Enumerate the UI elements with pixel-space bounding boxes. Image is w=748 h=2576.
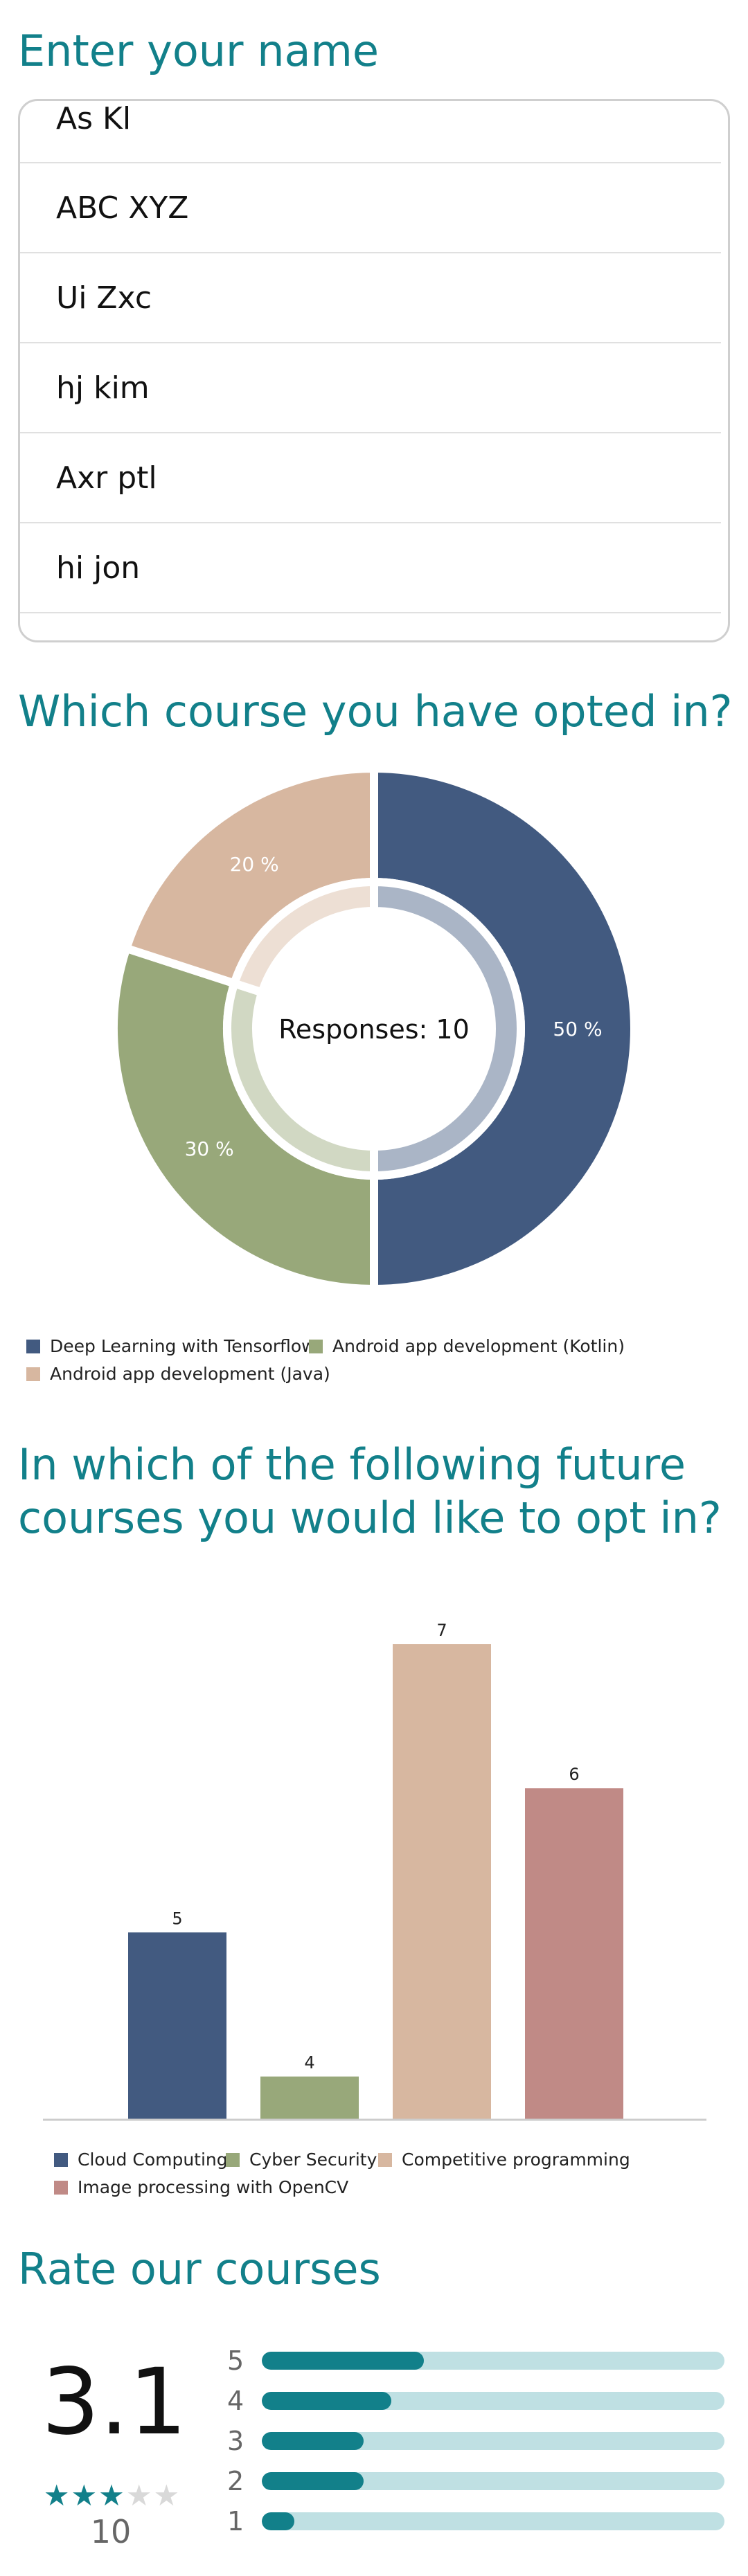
name-section-title: Enter your name	[18, 26, 380, 76]
list-item: Ui Zxc	[20, 253, 721, 343]
legend-item: Cyber Security	[226, 2150, 377, 2170]
legend-swatch	[226, 2152, 240, 2167]
star-filled-icon: ★	[98, 2479, 126, 2512]
list-item: hi jon	[20, 523, 721, 613]
legend-label: Image processing with OpenCV	[78, 2177, 349, 2197]
legend-item: Image processing with OpenCV	[54, 2177, 348, 2197]
legend-label: Android app development (Java)	[50, 1364, 330, 1384]
course-legend: Deep Learning with Tensorflow Android ap…	[26, 1336, 719, 1391]
legend-label: Android app development (Kotlin)	[332, 1336, 625, 1356]
legend-item: Android app development (Kotlin)	[309, 1336, 625, 1356]
list-item: hj kim	[20, 343, 721, 433]
list-item: As Kl	[20, 101, 721, 163]
legend-label: Cloud Computing	[78, 2150, 228, 2170]
rating-row: 5	[227, 2345, 726, 2376]
rating-bar-track	[262, 2432, 724, 2450]
rating-level-label: 5	[227, 2345, 244, 2376]
donut-value-label: 30 %	[185, 1137, 234, 1160]
course-donut-chart: Responses: 10 50 % 30 % 20 %	[109, 764, 639, 1294]
star-empty-icon: ★	[125, 2479, 154, 2512]
rating-row: 4	[227, 2386, 726, 2416]
future-courses-bar-chart: 5 4 7 6	[43, 1621, 706, 2121]
rating-section-title: Rate our courses	[18, 2244, 381, 2294]
legend-item: Competitive programming	[378, 2150, 630, 2170]
star-filled-icon: ★	[71, 2479, 99, 2512]
rating-bar-fill	[262, 2352, 424, 2370]
rating-bar-track	[262, 2352, 724, 2370]
bar-value-label: 6	[569, 1765, 579, 1784]
rating-bar-track	[262, 2472, 724, 2490]
bar-value-label: 4	[304, 2053, 314, 2073]
legend-swatch	[54, 2152, 68, 2167]
legend-label: Deep Learning with Tensorflow	[50, 1336, 316, 1356]
donut-inner-ring	[229, 877, 378, 998]
rating-row: 2	[227, 2466, 726, 2496]
bar	[393, 1644, 491, 2120]
future-section-title-line1: In which of the following future	[18, 1439, 686, 1490]
rating-bar-fill	[262, 2512, 294, 2530]
rating-bar-track	[262, 2392, 724, 2410]
rating-stars: ★★★★★	[36, 2478, 188, 2512]
names-list[interactable]: As Kl ABC XYZ Ui Zxc hj kim Axr ptl hi j…	[18, 99, 730, 642]
rating-level-label: 2	[227, 2466, 244, 2496]
rating-row: 1	[227, 2506, 726, 2537]
legend-swatch	[309, 1339, 323, 1353]
donut-hole	[256, 911, 492, 1146]
legend-swatch	[26, 1367, 40, 1381]
rating-bar-fill	[262, 2432, 364, 2450]
donut-center-label: Responses: 10	[278, 1014, 470, 1045]
bar	[260, 2076, 359, 2120]
legend-swatch	[54, 2180, 68, 2195]
course-section-title: Which course you have opted in?	[18, 686, 733, 737]
bar-value-label: 7	[436, 1621, 447, 1640]
legend-label: Cyber Security	[249, 2150, 377, 2170]
rating-bar-track	[262, 2512, 724, 2530]
rating-level-label: 3	[227, 2426, 244, 2456]
rating-row: 3	[227, 2426, 726, 2456]
rating-average: 3.1	[42, 2349, 187, 2456]
legend-item: Deep Learning with Tensorflow	[26, 1336, 316, 1356]
list-item: Axr ptl	[20, 433, 721, 523]
bar-value-label: 5	[172, 1909, 182, 1928]
list-item: ABC XYZ	[20, 163, 721, 253]
rating-bar-fill	[262, 2392, 392, 2410]
legend-item: Android app development (Java)	[26, 1364, 330, 1384]
donut-value-label: 20 %	[230, 853, 279, 876]
legend-item: Cloud Computing	[54, 2150, 228, 2170]
star-filled-icon: ★	[43, 2479, 71, 2512]
legend-swatch	[26, 1339, 40, 1353]
future-legend: Cloud Computing Cyber Security Competiti…	[26, 2150, 719, 2205]
rating-bar-fill	[262, 2472, 364, 2490]
legend-swatch	[378, 2152, 392, 2167]
star-empty-icon: ★	[153, 2479, 181, 2512]
donut-value-label: 50 %	[553, 1018, 602, 1041]
legend-label: Competitive programming	[402, 2150, 630, 2170]
rating-count: 10	[90, 2513, 132, 2550]
bar	[128, 1932, 226, 2120]
future-section-title-line2: courses you would like to opt in?	[18, 1493, 722, 1543]
bar	[525, 1788, 623, 2120]
rating-level-label: 1	[227, 2506, 244, 2537]
rating-level-label: 4	[227, 2386, 244, 2416]
